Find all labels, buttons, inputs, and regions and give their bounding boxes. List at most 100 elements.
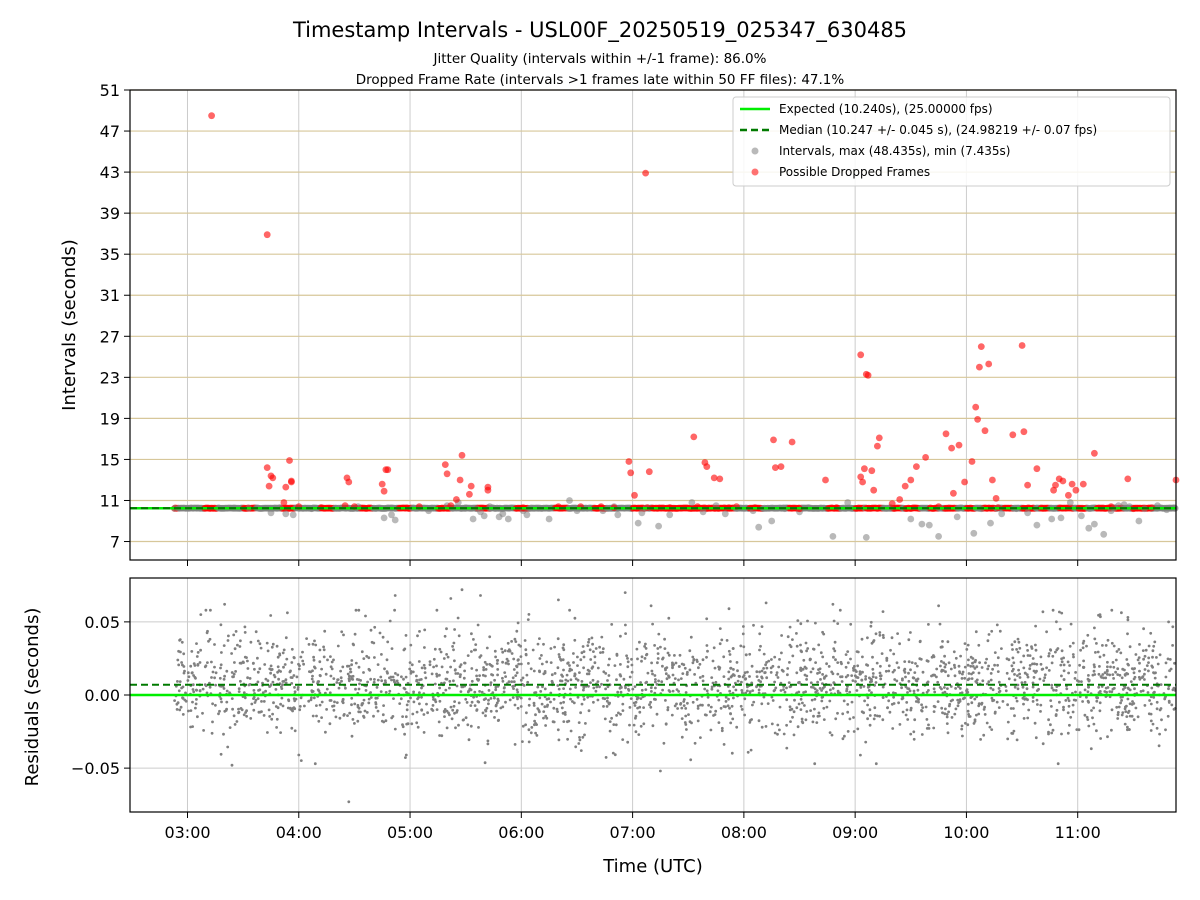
residual-point: [502, 690, 506, 694]
residual-point: [584, 722, 587, 725]
residual-point: [293, 729, 297, 733]
residual-point: [1015, 648, 1018, 651]
residual-point: [1010, 664, 1014, 668]
residual-point: [742, 645, 746, 649]
residual-point: [475, 674, 478, 678]
residual-point: [757, 719, 761, 723]
residual-point: [516, 697, 519, 701]
residual-point: [586, 644, 590, 647]
residual-point: [311, 714, 315, 718]
dropped-frame-point-82: [968, 458, 976, 465]
residual-point: [1094, 651, 1097, 654]
residual-point: [1058, 700, 1061, 704]
residual-point: [619, 712, 622, 716]
residual-point: [909, 631, 912, 634]
residual-point: [582, 666, 585, 670]
residual-point: [226, 639, 230, 642]
residual-point: [418, 630, 421, 633]
residual-point: [369, 628, 373, 632]
residual-point: [970, 677, 974, 680]
residual-point: [1173, 661, 1176, 665]
residual-point: [971, 665, 975, 668]
residual-point: [400, 675, 403, 679]
residual-point: [840, 675, 844, 679]
residual-point: [1051, 728, 1055, 732]
residual-point: [871, 655, 874, 659]
residual-point: [347, 677, 351, 681]
residual-point: [263, 663, 267, 666]
residual-point: [644, 688, 648, 691]
residual-point: [1031, 696, 1035, 699]
residual-point: [1022, 654, 1026, 658]
residual-point: [573, 616, 577, 620]
residual-point: [793, 698, 796, 702]
residual-point: [833, 640, 837, 644]
residual-point: [312, 696, 316, 700]
residual-point: [591, 665, 595, 669]
residual-point: [1153, 676, 1157, 680]
residual-point: [367, 701, 371, 705]
interval-point-54: [925, 521, 933, 529]
dropped-frame-point-72: [901, 482, 909, 490]
residual-point: [318, 648, 322, 652]
intervals-y-tick-label-35: 35: [100, 245, 120, 264]
residual-point: [318, 703, 322, 707]
residual-point: [556, 684, 560, 687]
residual-point: [573, 638, 577, 642]
residual-point: [706, 695, 710, 699]
residual-point: [996, 663, 999, 667]
residual-point: [269, 671, 272, 675]
residual-point: [532, 701, 536, 705]
residual-point: [1141, 649, 1145, 652]
residual-point: [482, 666, 485, 669]
residual-point: [501, 660, 504, 664]
residual-point: [433, 698, 437, 702]
residual-point: [496, 668, 500, 671]
residual-point: [360, 650, 364, 654]
residual-point: [832, 655, 835, 659]
residual-point: [741, 632, 745, 636]
residual-point: [582, 655, 586, 659]
residual-point: [1052, 688, 1055, 692]
residual-point: [773, 680, 776, 684]
residual-point: [981, 679, 985, 683]
residual-point: [558, 655, 561, 659]
residual-point: [402, 677, 405, 681]
residual-point: [822, 718, 826, 721]
residual-point: [211, 702, 215, 706]
residual-point: [906, 691, 909, 694]
dropped-frame-point-70: [888, 500, 896, 507]
residual-point: [495, 662, 499, 665]
residual-point: [742, 674, 746, 677]
residual-point: [1056, 647, 1060, 650]
interval-point-24: [499, 510, 507, 518]
residual-point: [1066, 711, 1070, 715]
residual-point: [365, 711, 369, 714]
residual-point: [243, 696, 247, 700]
residual-point: [610, 623, 614, 626]
residual-point: [936, 700, 940, 703]
residual-point: [739, 704, 743, 708]
residual-point: [1142, 627, 1145, 631]
residual-point: [569, 697, 572, 701]
residual-point: [452, 704, 456, 708]
residual-point: [573, 672, 577, 676]
residual-point: [426, 711, 429, 715]
residual-point: [1087, 685, 1090, 689]
residual-point: [856, 650, 860, 654]
residual-point: [689, 758, 693, 762]
residual-point: [1112, 686, 1116, 690]
residual-point: [472, 695, 475, 699]
residual-point: [521, 676, 525, 680]
residual-outlier-13: [649, 604, 653, 608]
residual-point: [820, 699, 824, 703]
residual-point: [1038, 677, 1042, 681]
residual-point: [453, 628, 456, 631]
residual-point: [970, 701, 974, 705]
dropped-frame-point-37: [625, 458, 633, 465]
residual-point: [982, 733, 986, 737]
residual-outlier-10: [479, 594, 482, 597]
dropped-frame-point-86: [977, 343, 985, 350]
residual-point: [507, 662, 510, 666]
residual-point: [993, 711, 997, 715]
